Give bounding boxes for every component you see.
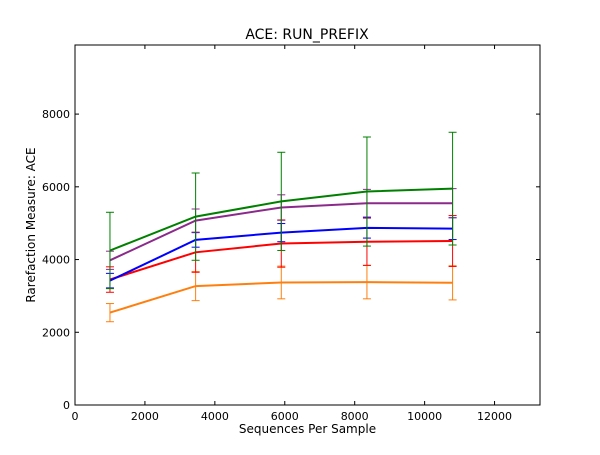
y-tick-label: 4000 xyxy=(42,254,70,267)
x-tick-label: 4000 xyxy=(201,410,229,423)
axis-ticks: 0 2000 4000 6000 8000 10000 12000 0 2000 4000 6000… xyxy=(42,45,540,423)
x-tick-label: 8000 xyxy=(341,410,369,423)
x-tick-label: 6000 xyxy=(271,410,299,423)
x-tick-label: 10000 xyxy=(407,410,442,423)
x-tick-label: 2000 xyxy=(131,410,159,423)
plot-frame xyxy=(74,44,541,406)
series-line xyxy=(109,281,453,314)
y-tick-label: 2000 xyxy=(42,326,70,339)
x-axis-label: Sequences Per Sample xyxy=(239,422,376,436)
y-tick-label: 0 xyxy=(63,399,70,412)
y-tick-label: 8000 xyxy=(42,108,70,121)
series-group xyxy=(105,264,457,323)
x-tick-label: 12000 xyxy=(477,410,512,423)
y-tick-label: 6000 xyxy=(42,181,70,194)
chart-title: ACE: RUN_PREFIX xyxy=(245,27,369,43)
y-axis-label: Rarefaction Measure: ACE xyxy=(24,147,38,302)
series-line xyxy=(109,187,453,252)
x-tick-label: 0 xyxy=(72,410,79,423)
plot-area xyxy=(105,131,457,323)
series-group xyxy=(105,131,457,290)
